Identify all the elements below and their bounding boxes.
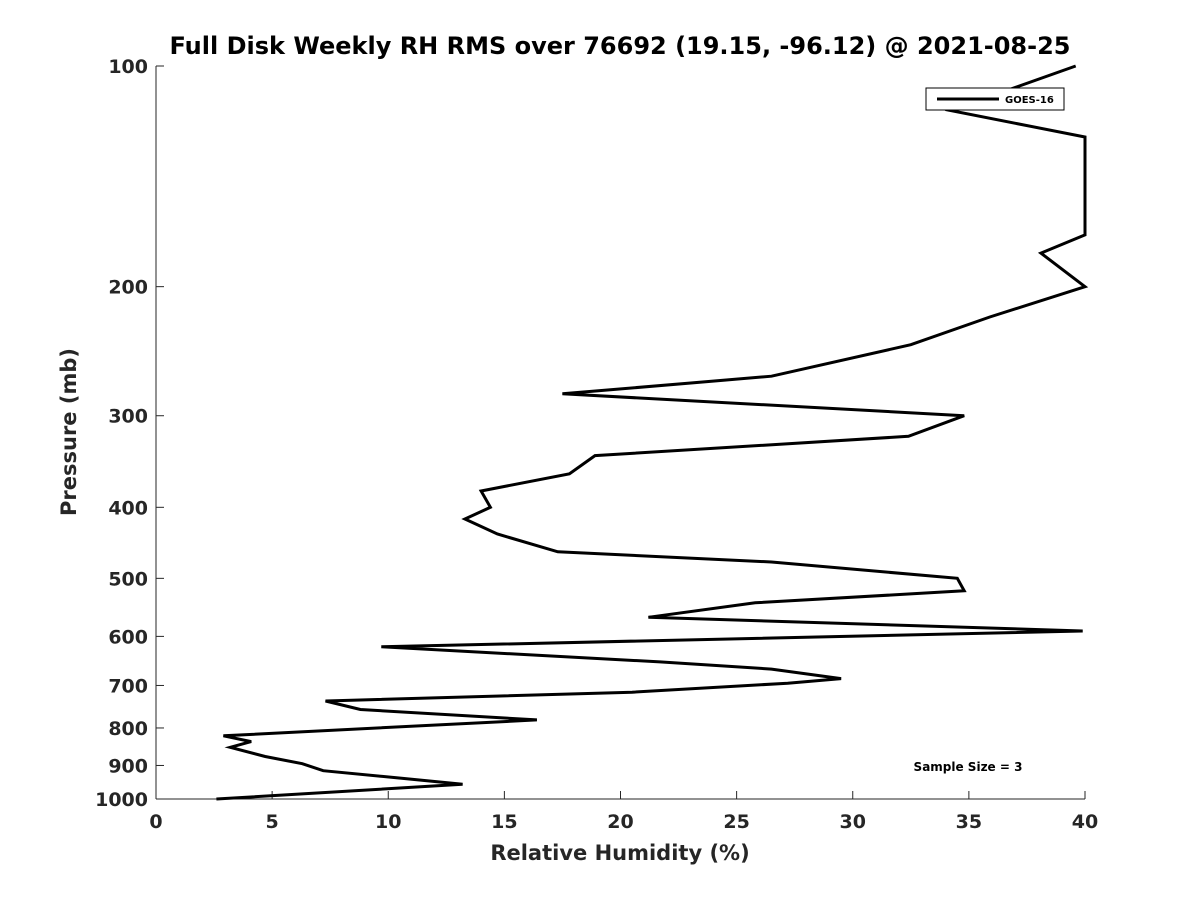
series-line-goes-16 [216, 64, 1089, 801]
y-tick-label: 400 [108, 497, 148, 519]
y-tick-label: 800 [108, 718, 148, 740]
y-tick-label: 900 [108, 755, 148, 777]
x-tick-label: 0 [149, 811, 162, 833]
y-tick-label: 500 [108, 568, 148, 590]
x-axis-label: Relative Humidity (%) [490, 841, 749, 865]
x-tick-label: 5 [266, 811, 279, 833]
y-tick-label: 200 [108, 277, 148, 299]
y-tick-label: 100 [108, 56, 148, 78]
x-tick-label: 20 [607, 811, 633, 833]
y-tick-label: 600 [108, 626, 148, 648]
chart-title: Full Disk Weekly RH RMS over 76692 (19.1… [169, 32, 1070, 60]
x-tick-label: 25 [723, 811, 749, 833]
plot-area: 0 5 10 15 20 25 30 35 40 100 200 300 400 500 600 700 800… [95, 56, 1098, 833]
y-tick-label: 700 [108, 675, 148, 697]
y-axis-label: Pressure (mb) [57, 348, 81, 516]
x-tick-label: 10 [375, 811, 401, 833]
x-tick-label: 30 [840, 811, 866, 833]
sample-size-annotation: Sample Size = 3 [914, 760, 1023, 774]
x-tick-label: 15 [491, 811, 517, 833]
x-tick-label: 35 [956, 811, 982, 833]
legend-entry-goes-16: GOES-16 [1005, 95, 1054, 106]
chart-legend: GOES-16 [925, 87, 1065, 111]
y-tick-label: 300 [108, 406, 148, 428]
x-tick-label: 40 [1072, 811, 1098, 833]
y-tick-label: 1000 [95, 789, 148, 811]
